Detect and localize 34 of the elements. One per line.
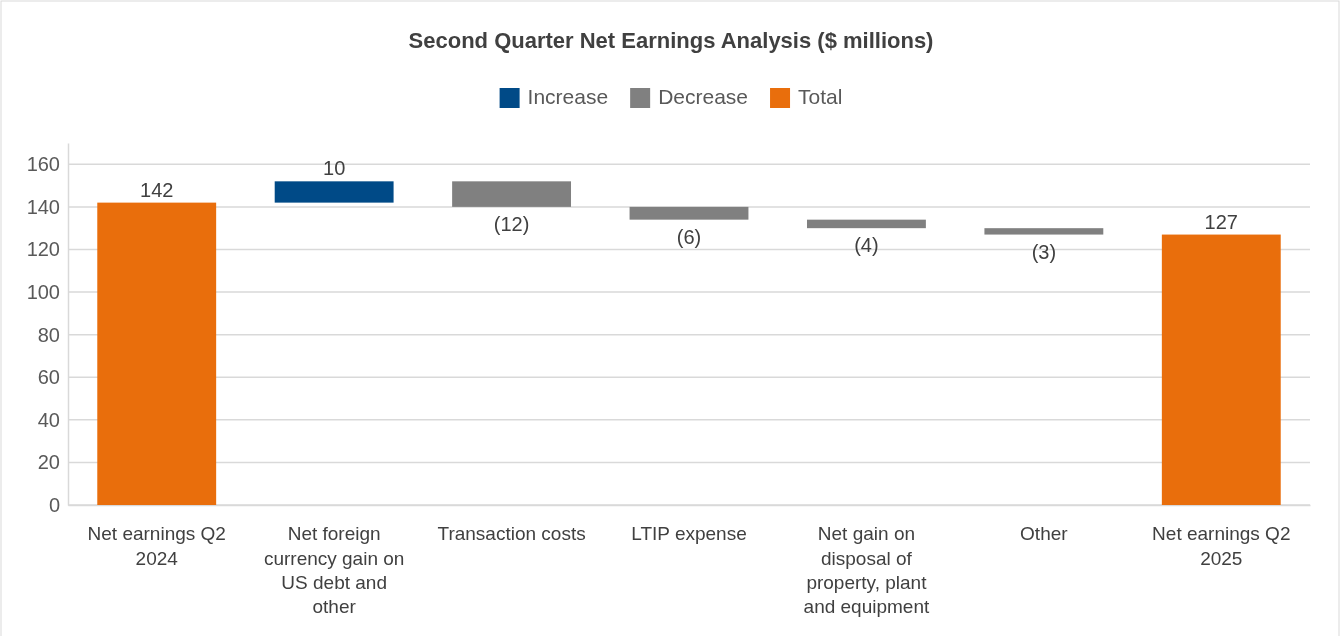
data-label: (12): [493, 212, 530, 235]
x-tick-label: LTIP expense: [631, 523, 747, 545]
bar: [97, 202, 217, 505]
x-tick-label: Net foreign currency gain on US debt and other: [263, 523, 405, 617]
bar: [984, 228, 1104, 235]
y-tick-label: 160: [26, 153, 60, 176]
legend-label: Total: [798, 85, 843, 108]
chart-title: Second Quarter Net Earnings Analysis ($ millions): [408, 28, 934, 53]
y-tick-label: 40: [37, 408, 60, 431]
data-label: (4): [854, 234, 879, 257]
bar: [1161, 234, 1281, 505]
legend-label: Increase: [527, 85, 609, 108]
x-tick-label: Transaction costs: [437, 523, 586, 545]
bar: [274, 181, 394, 203]
legend-label: Decrease: [658, 85, 749, 108]
y-tick-label: 100: [26, 280, 60, 303]
bar: [452, 181, 572, 207]
y-tick-label: 80: [37, 323, 60, 346]
data-label: (3): [1031, 240, 1057, 263]
y-tick-label: 140: [26, 195, 60, 218]
data-label: 10: [323, 157, 346, 180]
y-tick-label: 120: [26, 238, 60, 261]
bar: [629, 206, 749, 220]
x-tick-label: Net earnings Q2 2025: [1152, 523, 1291, 569]
data-label: (6): [676, 225, 702, 248]
y-tick-label: 60: [37, 366, 60, 389]
bar: [806, 219, 926, 229]
y-tick-label: 20: [37, 451, 60, 474]
data-label: 127: [1204, 210, 1238, 233]
y-tick-label: 0: [48, 493, 60, 516]
data-label: 142: [140, 178, 174, 201]
x-tick-label: Net earnings Q2 2024: [87, 523, 226, 569]
x-tick-label: Net gain on disposal of property, plant and equipment: [803, 523, 930, 617]
x-tick-label: Other: [1020, 523, 1069, 545]
